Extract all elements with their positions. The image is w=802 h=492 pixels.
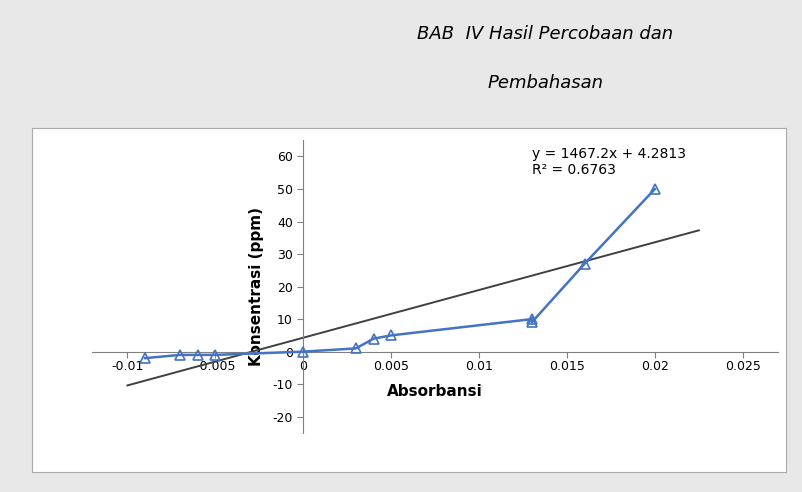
Text: y = 1467.2x + 4.2813
R² = 0.6763: y = 1467.2x + 4.2813 R² = 0.6763 <box>532 147 686 177</box>
Y-axis label: Konsentrasi (ppm): Konsentrasi (ppm) <box>249 207 264 366</box>
Text: BAB  IV Hasil Percobaan dan: BAB IV Hasil Percobaan dan <box>417 25 674 43</box>
Text: Pembahasan: Pembahasan <box>488 74 603 92</box>
X-axis label: Absorbansi: Absorbansi <box>387 384 483 399</box>
